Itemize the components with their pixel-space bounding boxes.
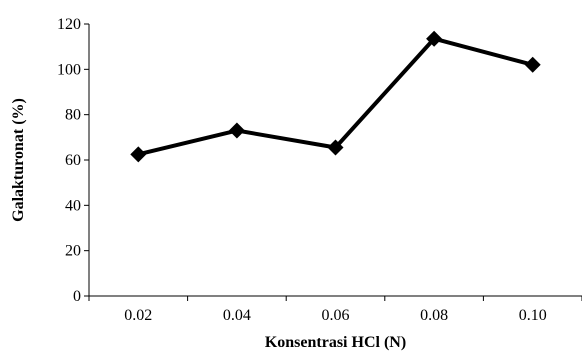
x-tick-label: 0.04 [223, 307, 251, 324]
y-axis-title: Galakturonat (%) [10, 98, 27, 222]
data-point-marker [426, 30, 443, 47]
data-point-marker [228, 122, 245, 139]
x-tick-label: 0.08 [420, 307, 448, 324]
series-line [137, 36, 534, 157]
data-point-marker [130, 146, 147, 163]
y-tick-label: 80 [65, 107, 81, 124]
data-point-marker [524, 56, 541, 73]
data-point-marker [327, 139, 344, 156]
y-axis-ticks: 0 20 40 60 80 100 120 [57, 16, 89, 305]
x-tick-label: 0.06 [322, 307, 350, 324]
y-tick-label: 120 [57, 16, 81, 33]
x-axis-title: Konsentrasi HCl (N) [265, 334, 406, 351]
x-tick-label: 0.10 [519, 307, 547, 324]
y-tick-label: 0 [73, 288, 81, 305]
y-tick-label: 40 [65, 197, 81, 214]
y-tick-label: 60 [65, 152, 81, 169]
y-tick-label: 100 [57, 61, 81, 78]
x-tick-label: 0.02 [124, 307, 152, 324]
series-group [130, 30, 541, 163]
x-axis-ticks: 0.02 0.04 0.06 0.08 0.10 [88, 296, 582, 324]
y-tick-label: 20 [65, 243, 81, 260]
